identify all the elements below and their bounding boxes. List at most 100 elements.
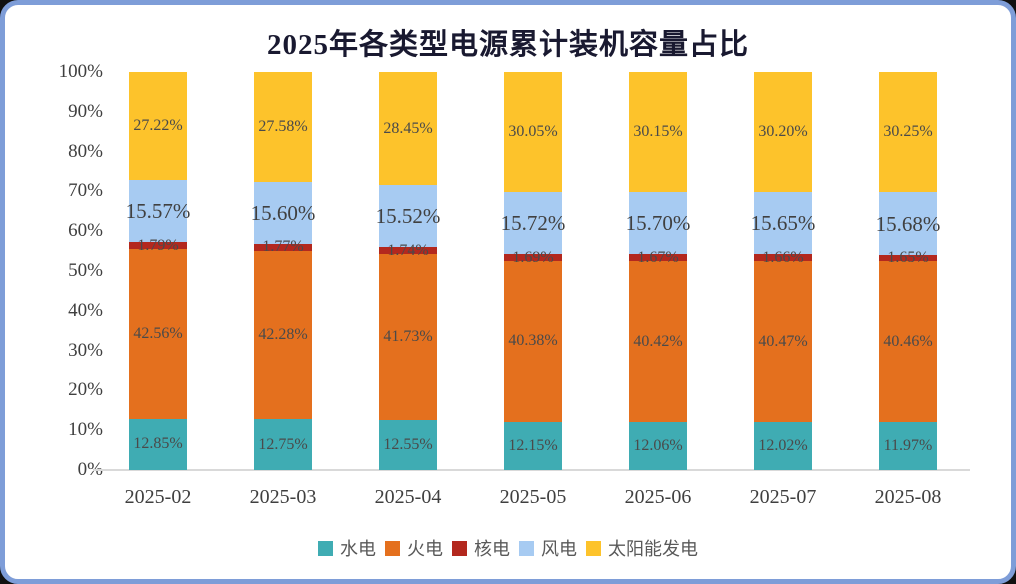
legend-label: 火电 bbox=[407, 539, 443, 559]
bar-value-label: 12.02% bbox=[758, 437, 808, 455]
bar-segment-风电 bbox=[879, 192, 937, 255]
bar-segment-火电 bbox=[879, 261, 937, 423]
bar-segment-太阳能发电 bbox=[504, 72, 562, 192]
bar-segment-太阳能发电 bbox=[129, 72, 187, 181]
bar-segment-太阳能发电 bbox=[379, 72, 437, 186]
bar-value-label: 28.45% bbox=[383, 119, 433, 137]
legend-label: 水电 bbox=[340, 539, 376, 559]
y-axis-tick-label: 20% bbox=[68, 379, 103, 401]
bar-segment-核电 bbox=[879, 254, 937, 262]
bar-value-label: 15.72% bbox=[500, 210, 566, 235]
chart-plot: 0% 10% 20% 30% 40% 50% 60% 70% 80% 90% 100% 12.85% 4… bbox=[5, 5, 1011, 579]
bar-value-label: 15.60% bbox=[250, 200, 316, 225]
bar-value-label: 27.22% bbox=[133, 117, 183, 135]
bar-segment-水电 bbox=[504, 421, 562, 470]
y-axis-tick-label: 80% bbox=[68, 140, 103, 162]
y-axis-tick-label: 30% bbox=[68, 339, 103, 361]
y-axis-tick-label: 0% bbox=[77, 459, 103, 480]
legend-swatch-icon bbox=[452, 540, 467, 556]
legend-swatch-icon bbox=[318, 540, 333, 556]
chart-title: 2025年各类型电源累计装机容量占比 bbox=[266, 29, 749, 61]
bar-value-label: 1.65% bbox=[887, 249, 929, 267]
bar-value-label: 15.70% bbox=[625, 211, 691, 236]
y-axis-tick-label: 50% bbox=[68, 260, 103, 281]
y-axis-tick-label: 10% bbox=[68, 419, 103, 441]
bar-value-label: 15.68% bbox=[875, 211, 941, 236]
x-axis-category-label: 2025-02 bbox=[124, 486, 192, 508]
legend-label: 风电 bbox=[541, 539, 577, 559]
bar-segment-核电 bbox=[629, 254, 687, 262]
bar-segment-太阳能发电 bbox=[629, 72, 687, 192]
x-axis-category-label: 2025-04 bbox=[374, 486, 442, 508]
bar-value-label: 12.85% bbox=[133, 435, 183, 453]
x-axis-category-label: 2025-08 bbox=[874, 486, 942, 508]
legend-item-火电: 火电 bbox=[385, 535, 443, 561]
y-axis-tick-label: 60% bbox=[68, 220, 103, 242]
bar-segment-风电 bbox=[629, 191, 687, 255]
x-axis-category-label: 2025-03 bbox=[249, 486, 317, 508]
y-axis-tick-label: 90% bbox=[68, 100, 103, 122]
bar-value-label: 1.77% bbox=[262, 238, 304, 256]
y-axis-tick-label: 40% bbox=[68, 299, 103, 321]
legend-label: 太阳能发电 bbox=[608, 539, 698, 559]
legend-item-风电: 风电 bbox=[519, 535, 577, 561]
bar-segment-火电 bbox=[254, 250, 312, 420]
bar-segment-太阳能发电 bbox=[754, 72, 812, 193]
bar-value-label: 40.47% bbox=[758, 332, 808, 350]
x-axis-category-label: 2025-05 bbox=[499, 486, 567, 508]
bar-segment-水电 bbox=[379, 420, 437, 470]
bar-value-label: 12.15% bbox=[508, 436, 558, 454]
bar-value-label: 15.57% bbox=[125, 199, 191, 224]
bar-segment-核电 bbox=[379, 247, 437, 254]
bar-value-label: 42.28% bbox=[258, 326, 308, 344]
legend-item-太阳能发电: 太阳能发电 bbox=[586, 535, 698, 561]
bar-segment-风电 bbox=[129, 180, 187, 243]
bar-value-label: 40.46% bbox=[883, 332, 933, 350]
legend-swatch-icon bbox=[519, 540, 534, 556]
bar-value-label: 12.75% bbox=[258, 435, 308, 453]
bar-value-label: 41.73% bbox=[383, 328, 433, 345]
bar-segment-核电 bbox=[504, 254, 562, 261]
y-axis-tick-label: 70% bbox=[68, 180, 103, 202]
bar-segment-水电 bbox=[254, 419, 312, 470]
bar-segment-水电 bbox=[129, 418, 187, 470]
bar-segment-火电 bbox=[379, 253, 437, 421]
bar-value-label: 11.97% bbox=[883, 437, 933, 455]
bar-value-label: 1.79% bbox=[137, 236, 179, 254]
x-axis-category-label: 2025-07 bbox=[749, 486, 817, 508]
bar-value-label: 30.05% bbox=[508, 122, 558, 140]
bar-segment-核电 bbox=[129, 242, 187, 250]
bar-value-label: 15.65% bbox=[750, 211, 816, 236]
bar-value-label: 40.42% bbox=[633, 332, 683, 350]
legend-label: 核电 bbox=[474, 539, 510, 559]
chart-legend: 水电 火电 核电 风电 太阳能发电 bbox=[5, 535, 1011, 561]
bar-segment-水电 bbox=[754, 422, 812, 470]
bar-segment-核电 bbox=[254, 243, 312, 251]
legend-swatch-icon bbox=[586, 540, 601, 556]
bar-segment-水电 bbox=[629, 422, 687, 470]
bar-segment-风电 bbox=[254, 181, 312, 244]
bar-value-label: 42.56% bbox=[133, 325, 183, 343]
bar-segment-核电 bbox=[754, 254, 812, 262]
bar-segment-风电 bbox=[379, 185, 437, 248]
bar-value-label: 12.55% bbox=[383, 436, 433, 454]
bar-value-label: 12.06% bbox=[633, 437, 683, 454]
bar-value-label: 1.69% bbox=[512, 248, 554, 266]
bar-segment-水电 bbox=[879, 422, 937, 470]
bar-segment-火电 bbox=[504, 260, 562, 422]
bar-segment-风电 bbox=[754, 192, 812, 255]
x-axis-line bbox=[93, 469, 970, 471]
bar-value-label: 40.38% bbox=[508, 332, 558, 350]
bar-segment-火电 bbox=[129, 249, 187, 419]
bar-segment-风电 bbox=[504, 191, 562, 255]
bar-segment-太阳能发电 bbox=[879, 71, 937, 193]
legend-item-水电: 水电 bbox=[318, 535, 376, 561]
legend-item-核电: 核电 bbox=[452, 535, 510, 561]
bar-value-label: 1.67% bbox=[637, 248, 679, 266]
y-axis-tick-label: 100% bbox=[58, 61, 103, 82]
bar-value-label: 1.66% bbox=[762, 248, 804, 266]
bar-value-label: 30.25% bbox=[883, 123, 933, 141]
bar-segment-火电 bbox=[629, 261, 687, 422]
bar-segment-火电 bbox=[754, 261, 812, 423]
bar-value-label: 27.58% bbox=[258, 117, 308, 135]
